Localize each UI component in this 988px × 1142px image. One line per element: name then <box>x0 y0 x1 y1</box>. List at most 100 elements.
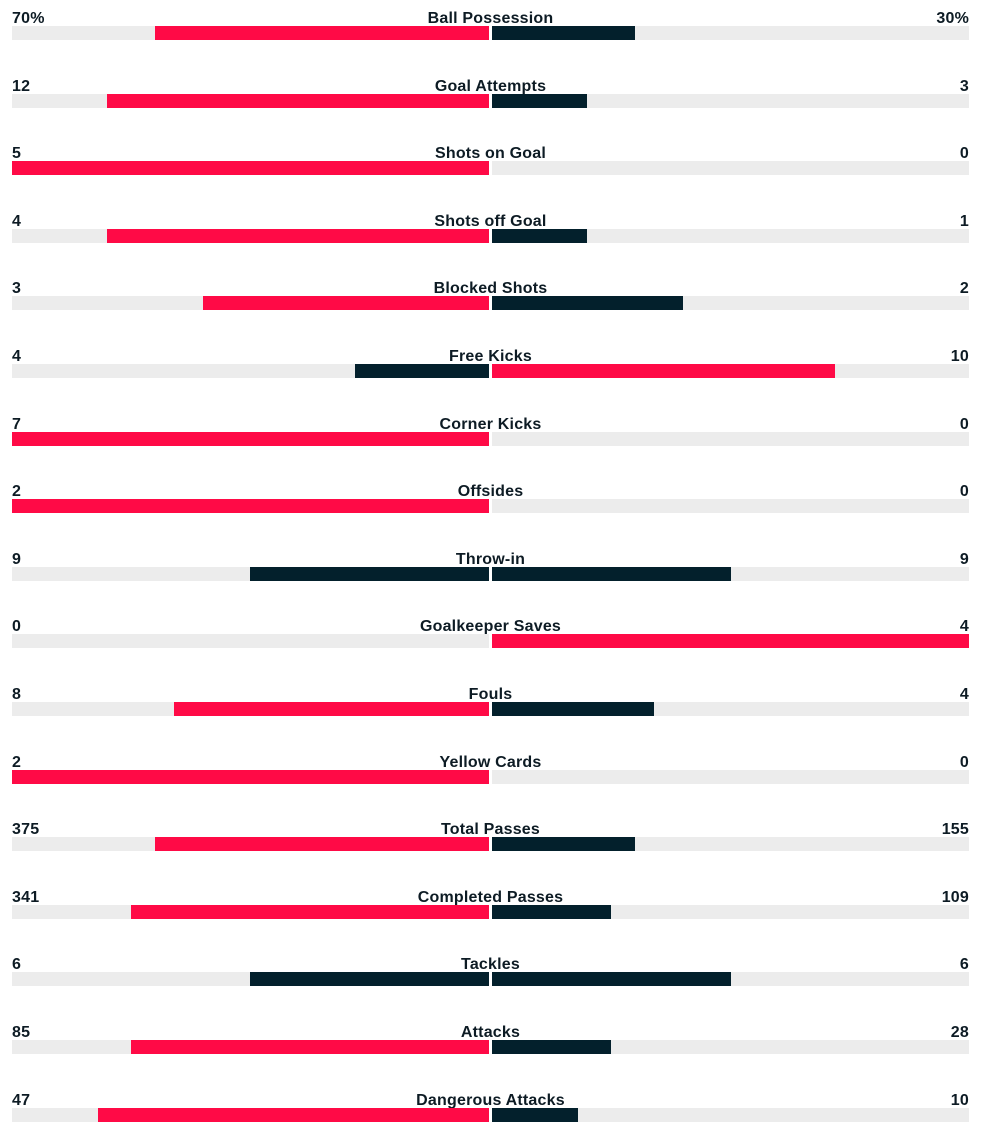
stat-name: Goalkeeper Saves <box>419 618 562 636</box>
away-bar-track <box>492 431 969 446</box>
away-bar-fill <box>492 904 611 919</box>
away-bar-track <box>492 93 969 108</box>
away-value: 4 <box>959 618 969 636</box>
away-bar-fill <box>492 566 731 581</box>
home-bar-fill <box>174 702 489 716</box>
home-value: 12 <box>12 77 31 95</box>
home-bar-fill <box>12 769 489 784</box>
away-bar-track <box>492 161 969 176</box>
away-value: 2 <box>959 280 969 298</box>
stat-name: Blocked Shots <box>433 280 548 298</box>
away-bar-fill <box>492 364 835 378</box>
away-bar-track <box>492 1040 969 1054</box>
home-bar-track <box>12 1040 489 1054</box>
stat-row: Offsides 2 0 <box>12 481 969 521</box>
home-bar-fill <box>250 972 489 987</box>
away-bar-track <box>492 702 969 716</box>
home-bar-track <box>12 702 489 716</box>
stat-name: Tackles <box>461 956 520 974</box>
stat-header: Completed Passes 341 109 <box>12 887 969 909</box>
home-bar-track <box>12 904 489 919</box>
away-bar-track <box>492 296 969 311</box>
home-value: 6 <box>12 956 22 974</box>
stat-row: Yellow Cards 2 0 <box>12 752 969 792</box>
stat-row: Goal Attempts 12 3 <box>12 76 969 116</box>
home-value: 9 <box>12 550 22 568</box>
home-value: 2 <box>12 483 22 501</box>
away-value: 30% <box>936 10 969 27</box>
away-value: 28 <box>950 1024 969 1041</box>
home-value: 8 <box>12 686 22 703</box>
away-value: 10 <box>950 1091 969 1109</box>
home-bar-track <box>12 972 489 987</box>
home-bar-track <box>12 566 489 581</box>
stat-name: Completed Passes <box>417 888 564 906</box>
stat-row: Goalkeeper Saves 0 4 <box>12 616 969 656</box>
away-value: 4 <box>959 686 969 703</box>
home-bar-track <box>12 634 489 649</box>
stat-name: Offsides <box>457 483 524 501</box>
stat-row: Fouls 8 4 <box>12 684 969 724</box>
stat-header: Dangerous Attacks 47 10 <box>12 1090 969 1112</box>
stat-name: Goal Attempts <box>434 77 547 95</box>
stat-name: Shots off Goal <box>434 212 547 230</box>
away-bar-track <box>492 364 969 378</box>
stat-row: Ball Possession 70% 30% <box>12 8 969 48</box>
stat-name: Throw-in <box>455 550 526 568</box>
stat-header: Attacks 85 28 <box>12 1022 969 1044</box>
home-bar-fill <box>250 566 489 581</box>
away-value: 0 <box>959 483 969 501</box>
home-bar-track <box>12 499 489 514</box>
away-value: 109 <box>941 888 969 906</box>
stat-row: Total Passes 375 155 <box>12 819 969 859</box>
away-value: 155 <box>941 821 969 839</box>
away-bar-track <box>492 837 969 852</box>
stat-name: Attacks <box>460 1024 521 1041</box>
stat-name: Dangerous Attacks <box>416 1091 565 1109</box>
stat-row: Completed Passes 341 109 <box>12 887 969 927</box>
home-bar-track <box>12 769 489 784</box>
away-bar-track <box>492 634 969 649</box>
home-value: 70% <box>12 10 45 27</box>
home-value: 4 <box>12 212 22 230</box>
home-bar-fill <box>355 364 489 378</box>
home-bar-fill <box>107 93 489 108</box>
stat-row: Free Kicks 4 10 <box>12 346 969 386</box>
stat-header: Ball Possession 70% 30% <box>12 8 969 30</box>
home-bar-fill <box>131 904 489 919</box>
home-bar-fill <box>131 1040 489 1054</box>
home-value: 0 <box>12 618 22 636</box>
home-bar-fill <box>12 431 489 446</box>
stat-row: Shots off Goal 4 1 <box>12 211 969 251</box>
stat-row: Blocked Shots 3 2 <box>12 278 969 318</box>
home-bar-track <box>12 93 489 108</box>
stat-header: Tackles 6 6 <box>12 954 969 976</box>
away-bar-fill <box>492 1040 611 1054</box>
stat-header: Corner Kicks 7 0 <box>12 414 969 436</box>
home-bar-fill <box>155 837 489 852</box>
home-value: 375 <box>12 821 40 839</box>
home-bar-track <box>12 228 489 243</box>
home-value: 2 <box>12 753 22 771</box>
home-bar-fill <box>98 1107 489 1122</box>
stat-name: Ball Possession <box>427 10 554 27</box>
stat-header: Goalkeeper Saves 0 4 <box>12 616 969 638</box>
home-bar-fill <box>203 296 489 311</box>
home-bar-fill <box>12 499 489 514</box>
stat-name: Shots on Goal <box>434 145 547 163</box>
stat-name: Free Kicks <box>449 348 532 365</box>
stat-name: Yellow Cards <box>439 753 542 771</box>
stat-row: Corner Kicks 7 0 <box>12 414 969 454</box>
stat-header: Offsides 2 0 <box>12 481 969 503</box>
home-value: 3 <box>12 280 22 298</box>
away-bar-track <box>492 904 969 919</box>
stat-header: Shots on Goal 5 0 <box>12 143 969 165</box>
home-bar-track <box>12 837 489 852</box>
stat-header: Goal Attempts 12 3 <box>12 76 969 98</box>
away-value: 0 <box>959 145 969 163</box>
away-bar-fill <box>492 1107 578 1122</box>
away-value: 3 <box>959 77 969 95</box>
home-value: 85 <box>12 1024 31 1041</box>
home-bar-track <box>12 431 489 446</box>
home-bar-track <box>12 26 489 40</box>
